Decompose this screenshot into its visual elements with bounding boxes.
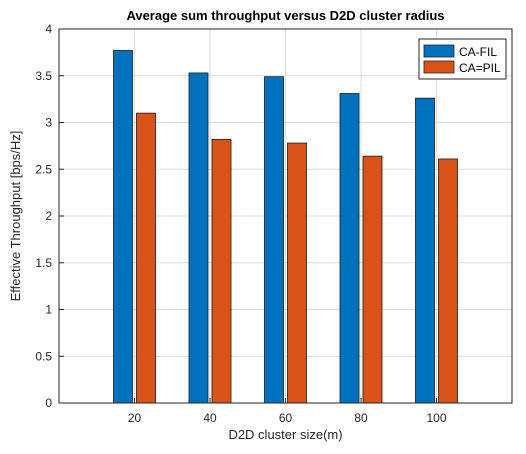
bar-ca-pil-20 xyxy=(136,112,156,404)
y-tick-label: 0 xyxy=(45,396,52,410)
legend-label-ca-fil: CA-FIL xyxy=(459,45,497,59)
y-tick-label: 1.5 xyxy=(35,256,52,270)
x-tick-label: 20 xyxy=(128,411,142,425)
bar-ca-fil-20 xyxy=(113,50,133,404)
bar-ca-fil-60 xyxy=(264,76,284,404)
x-tick-label: 80 xyxy=(354,411,368,425)
x-axis: 20 40 60 80 100 xyxy=(128,398,447,425)
bar-ca-fil-100 xyxy=(415,97,435,404)
chart-title: Average sum throughput versus D2D cluste… xyxy=(126,8,444,23)
x-tick-label: 40 xyxy=(203,411,217,425)
legend: CA-FIL CA=PIL xyxy=(418,38,507,80)
y-tick-label: 3 xyxy=(45,116,52,130)
legend-swatch-ca-pil xyxy=(423,60,455,74)
bar-ca-fil-80 xyxy=(339,93,360,404)
bar-ca-pil-80 xyxy=(362,155,383,404)
x-axis-label: D2D cluster size(m) xyxy=(228,427,342,442)
y-tick-label: 2 xyxy=(45,209,52,223)
x-tick-label: 60 xyxy=(279,411,293,425)
bar-ca-pil-100 xyxy=(438,158,458,404)
y-tick-label: 2.5 xyxy=(35,162,52,176)
legend-label-ca-pil: CA=PIL xyxy=(459,61,501,75)
y-tick-label: 3.5 xyxy=(35,69,52,83)
y-tick-label: 4 xyxy=(45,22,52,36)
y-tick-label: 0.5 xyxy=(35,349,52,363)
legend-swatch-ca-fil xyxy=(423,44,455,58)
y-tick-label: 1 xyxy=(45,303,52,317)
bar-ca-pil-40 xyxy=(211,138,232,404)
y-axis: 0 0.5 1 1.5 2 2.5 3 3.5 4 xyxy=(35,22,64,410)
bar-ca-pil-60 xyxy=(287,142,307,404)
x-tick-label: 100 xyxy=(426,411,446,425)
bar-ca-fil-40 xyxy=(188,72,209,404)
y-axis-label: Effective Throughput [bps/Hz] xyxy=(8,131,23,302)
